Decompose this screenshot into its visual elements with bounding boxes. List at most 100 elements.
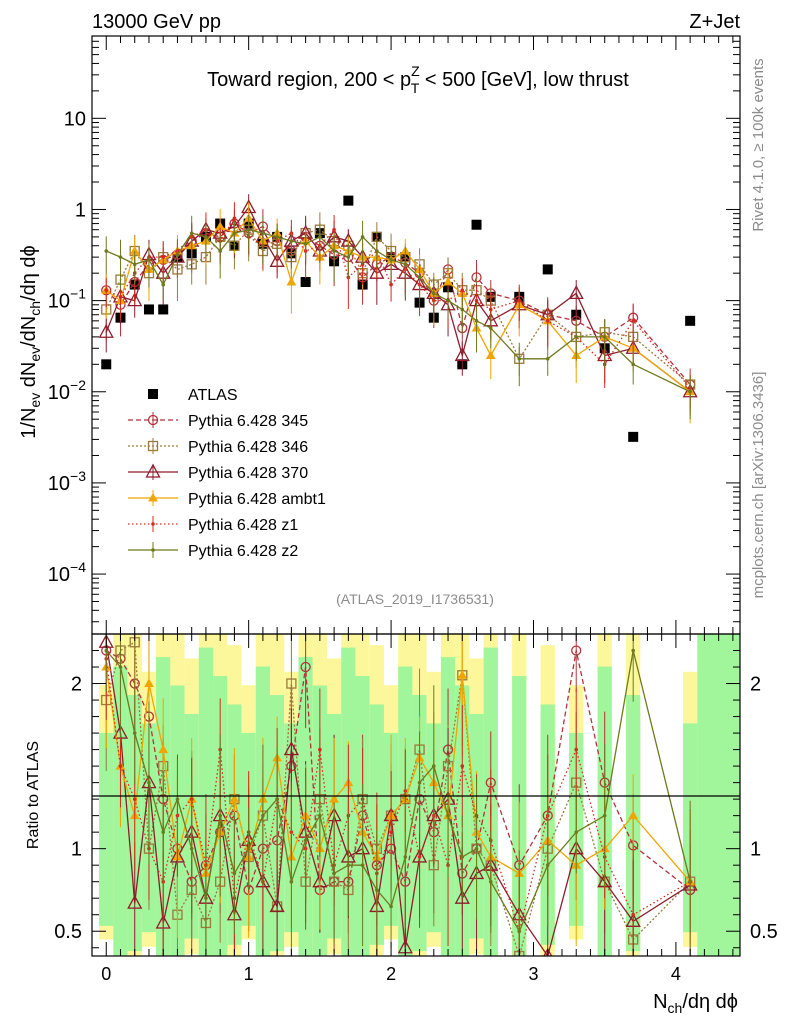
data-point <box>517 356 522 361</box>
ratio-point <box>488 879 493 884</box>
ratio-point <box>360 863 365 867</box>
ratio-point <box>543 947 553 956</box>
ratio-point <box>628 810 639 820</box>
data-point <box>175 252 180 257</box>
ratio-point <box>161 830 166 834</box>
ratio-point <box>389 904 393 909</box>
data-point <box>189 231 194 235</box>
ratio-point <box>286 678 297 689</box>
ratio-point <box>460 764 465 768</box>
ratio-point <box>127 894 143 909</box>
ratio-point <box>457 670 468 679</box>
x-axis-label: Nch/dη dϕ <box>653 991 738 1016</box>
ratio-point <box>269 898 285 913</box>
ratio-point <box>346 863 351 867</box>
series-line <box>105 222 691 385</box>
ylabel-a: 1/N <box>18 408 40 439</box>
data-point <box>143 304 154 315</box>
ratio-point <box>417 855 422 859</box>
data-point <box>545 356 550 361</box>
ratio-point <box>204 896 208 901</box>
y-tick-label: 10−1 <box>48 286 86 313</box>
ratio-point <box>283 741 299 756</box>
legend-entry: Pythia 6.428 ambt1 <box>128 490 326 508</box>
data-point <box>517 298 522 303</box>
ratio-point <box>261 813 265 818</box>
ratio-point <box>631 648 635 653</box>
data-point <box>318 235 322 239</box>
xlabel-a-sub: ch <box>668 1000 683 1016</box>
ratio-line <box>105 650 691 933</box>
data-point <box>127 292 143 307</box>
x-tick-label: 0 <box>101 964 111 984</box>
main-title: Toward region, 200 < pZ T < 500 [GeV], lo… <box>207 63 629 96</box>
data-point <box>460 307 465 312</box>
data-point <box>300 277 311 288</box>
main-title-sup: Z <box>411 63 420 79</box>
ratio-point <box>460 855 465 859</box>
ratio-band-inner <box>99 732 114 926</box>
ratio-line <box>105 642 691 956</box>
data-point <box>688 389 692 394</box>
series-line <box>105 206 691 393</box>
data-point <box>332 249 336 253</box>
data-point <box>628 431 639 442</box>
xlabel-a: N <box>653 991 667 1013</box>
data-point <box>460 288 465 293</box>
ratio-point <box>158 744 169 754</box>
series-line <box>105 217 691 393</box>
data-point <box>545 319 550 323</box>
ylabel-c-sub: ch <box>27 301 43 316</box>
ratio-point <box>403 855 408 859</box>
ratio-point <box>332 871 336 876</box>
legend-entry: Pythia 6.428 370 <box>128 463 308 482</box>
legend-label: Pythia 6.428 370 <box>188 465 308 482</box>
ratio-point <box>688 879 692 884</box>
ratio-point <box>104 648 109 653</box>
ratio-point <box>144 678 154 688</box>
data-point <box>98 323 114 338</box>
data-point <box>246 227 251 232</box>
ratio-y-tick-label-right: 2 <box>750 674 761 696</box>
ratio-point <box>375 888 379 892</box>
data-point <box>631 362 635 367</box>
legend: ATLAS Pythia 6.428 345 Pythia 6.428 346 Pyt… <box>128 387 326 560</box>
data-point <box>488 326 493 330</box>
data-point <box>542 264 553 275</box>
data-point <box>568 285 584 300</box>
main-title-sub: T <box>411 80 420 96</box>
data-point <box>474 298 479 303</box>
data-point <box>602 335 607 339</box>
header-right: Z+Jet <box>689 11 740 33</box>
ratio-point <box>232 871 237 876</box>
data-point <box>485 350 496 359</box>
data-point <box>403 262 408 267</box>
ratio-point <box>318 813 322 818</box>
data-point <box>474 319 479 323</box>
data-point <box>332 227 336 232</box>
data-point <box>261 231 265 235</box>
y-tick-label: 10−2 <box>48 377 86 404</box>
ratio-point <box>517 929 522 934</box>
ratio-point <box>571 645 582 656</box>
ratio-point <box>574 747 579 752</box>
data-point <box>275 235 279 239</box>
y-tick-label: 10 <box>64 108 86 130</box>
data-point <box>446 298 450 303</box>
data-point <box>289 239 294 243</box>
legend-entry: Pythia 6.428 z1 <box>128 516 298 534</box>
legend-marker <box>151 522 155 526</box>
ratio-point <box>300 661 311 673</box>
data-point <box>346 255 351 259</box>
ratio-point <box>246 846 251 851</box>
ratio-point <box>631 912 635 917</box>
ratio-series <box>98 634 698 956</box>
data-point <box>389 258 393 262</box>
legend-marker <box>147 414 159 426</box>
ratio-point <box>289 879 294 884</box>
main-panel <box>92 36 740 634</box>
main-series <box>98 194 698 442</box>
legend-marker <box>148 389 158 399</box>
legend-marker <box>151 548 155 552</box>
ratio-y-tick-label-right: 1 <box>750 839 761 861</box>
